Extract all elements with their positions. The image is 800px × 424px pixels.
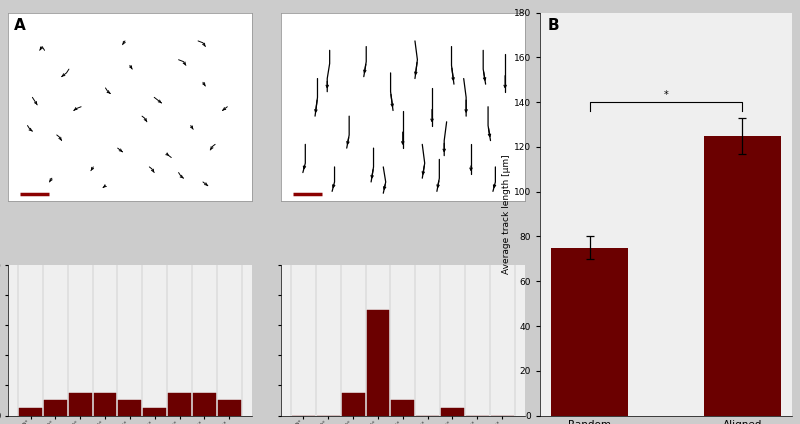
Bar	[704, 136, 781, 416]
Bar	[342, 393, 365, 416]
Bar	[441, 408, 464, 416]
Text: A: A	[14, 18, 26, 33]
Bar	[118, 401, 142, 416]
Bar	[44, 401, 66, 416]
Bar	[366, 310, 390, 416]
Bar	[168, 393, 191, 416]
Bar	[19, 408, 42, 416]
Bar	[193, 393, 216, 416]
Text: B: B	[548, 18, 560, 33]
Bar	[94, 393, 117, 416]
Bar	[143, 408, 166, 416]
Y-axis label: Average track length [μm]: Average track length [μm]	[502, 154, 511, 274]
Bar	[69, 393, 91, 416]
Bar	[391, 401, 414, 416]
Text: *: *	[664, 90, 668, 100]
Bar	[551, 248, 628, 416]
Bar	[218, 401, 241, 416]
